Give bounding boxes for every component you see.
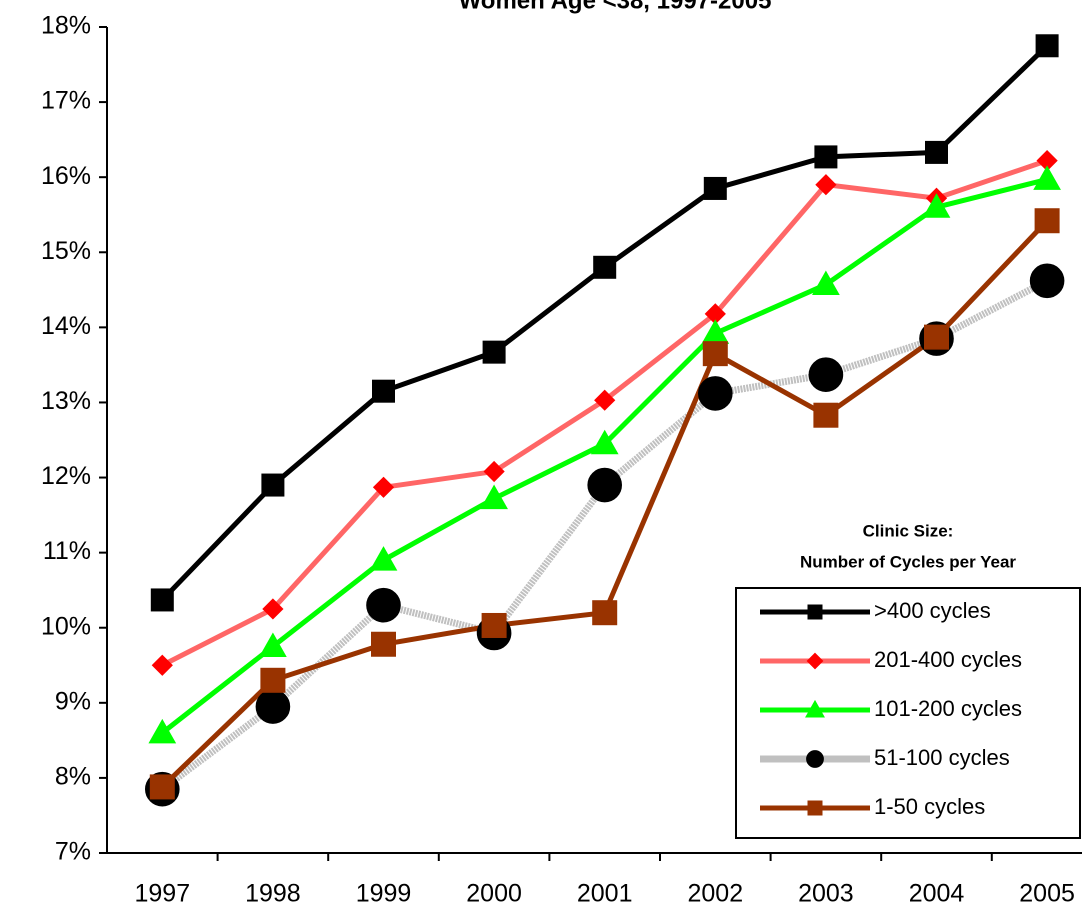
- x-tick-label: 1998: [245, 880, 301, 908]
- legend-label: 101-200 cycles: [874, 696, 1022, 721]
- marker: [594, 389, 616, 411]
- legend-label: 51-100 cycles: [874, 745, 1010, 770]
- y-tick-label: 11%: [43, 537, 91, 565]
- marker: [813, 402, 839, 428]
- marker: [922, 193, 951, 218]
- marker: [592, 600, 618, 626]
- marker: [260, 667, 286, 693]
- marker: [480, 484, 508, 510]
- x-tick-label: 1999: [356, 880, 412, 908]
- marker: [1033, 165, 1061, 190]
- marker: [482, 340, 506, 364]
- y-tick-label: 15%: [41, 237, 91, 265]
- marker: [369, 546, 398, 571]
- marker: [812, 270, 840, 296]
- marker: [806, 750, 824, 768]
- y-tick-label: 12%: [41, 462, 91, 490]
- y-tick-label: 8%: [55, 763, 91, 791]
- marker: [807, 604, 823, 620]
- marker: [261, 473, 285, 497]
- y-tick-label: 17%: [41, 87, 91, 115]
- marker: [702, 341, 728, 367]
- x-tick-label: 2002: [687, 880, 743, 908]
- x-tick-label: 2003: [798, 880, 854, 908]
- x-tick-label: 2000: [466, 880, 522, 908]
- marker: [372, 476, 395, 498]
- marker: [814, 145, 838, 169]
- series-line: [160, 43, 1049, 602]
- x-tick-label: 2005: [1019, 880, 1075, 908]
- marker: [255, 689, 291, 724]
- marker: [593, 255, 617, 279]
- y-tick-label: 13%: [41, 387, 91, 415]
- marker: [587, 467, 623, 503]
- y-tick-label: 10%: [41, 612, 91, 640]
- y-tick-label: 16%: [41, 162, 91, 190]
- marker: [808, 357, 844, 392]
- y-tick-label: 9%: [55, 687, 91, 715]
- legend-box: [735, 587, 1081, 839]
- marker: [924, 324, 949, 350]
- marker: [149, 774, 175, 800]
- legend-label: 201-400 cycles: [874, 647, 1022, 672]
- legend-title: Clinic Size:: [863, 521, 954, 540]
- marker: [259, 632, 287, 657]
- chart-title: Women Age <38, 1997-2005: [459, 0, 772, 14]
- marker: [151, 654, 173, 676]
- marker: [262, 598, 284, 620]
- marker: [807, 800, 823, 816]
- marker: [703, 176, 727, 200]
- marker: [806, 652, 824, 670]
- y-tick-label: 14%: [41, 312, 91, 340]
- marker: [481, 612, 507, 638]
- legend-label: 1-50 cycles: [874, 794, 985, 819]
- marker: [1034, 208, 1060, 234]
- legend-label: >400 cycles: [874, 598, 991, 623]
- marker: [148, 718, 177, 744]
- marker: [698, 376, 733, 411]
- x-tick-label: 1997: [134, 880, 190, 908]
- marker: [366, 587, 401, 623]
- y-tick-label: 7%: [55, 838, 91, 866]
- x-tick-label: 2001: [577, 880, 633, 908]
- marker: [371, 631, 396, 657]
- legend-title: Number of Cycles per Year: [800, 552, 1016, 571]
- marker: [925, 140, 948, 164]
- marker: [150, 588, 174, 612]
- y-tick-label: 18%: [41, 12, 91, 40]
- marker: [815, 174, 837, 196]
- marker: [1035, 34, 1059, 58]
- marker: [483, 460, 505, 483]
- marker: [805, 699, 825, 718]
- marker: [590, 429, 619, 455]
- marker: [1029, 263, 1065, 299]
- marker: [372, 379, 395, 403]
- x-tick-label: 2004: [909, 880, 965, 908]
